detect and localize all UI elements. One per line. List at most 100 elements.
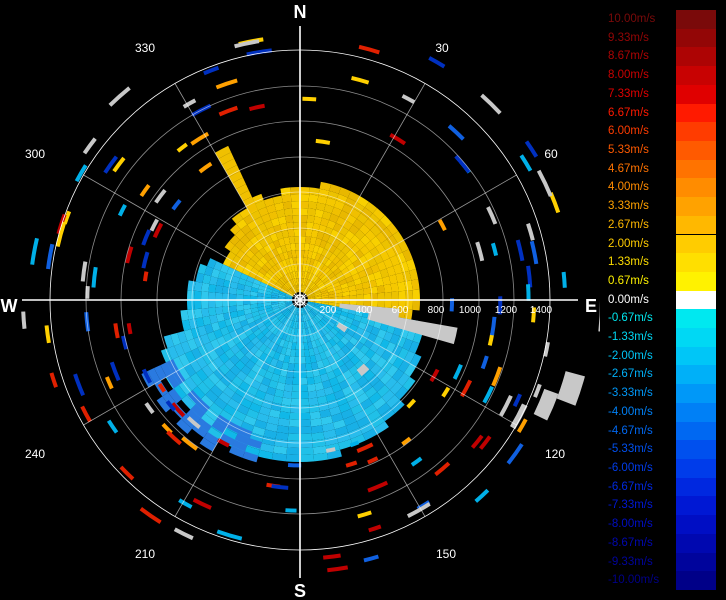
azimuth-spoke bbox=[174, 83, 301, 301]
echo-cell bbox=[268, 349, 276, 359]
echo-cell bbox=[353, 202, 365, 214]
echo-cell bbox=[327, 355, 336, 365]
legend-label: -3.33m/s bbox=[608, 387, 653, 400]
echo-cell bbox=[302, 314, 306, 322]
echo-cell bbox=[365, 359, 376, 371]
echo-cell bbox=[285, 319, 291, 327]
echo-cell bbox=[296, 314, 299, 322]
speckle-echo bbox=[80, 261, 88, 282]
echo-cell bbox=[375, 278, 384, 287]
zero-velocity-cell bbox=[510, 403, 528, 430]
speckle-echo bbox=[357, 510, 372, 519]
echo-cell bbox=[352, 218, 364, 230]
echo-cell bbox=[263, 338, 272, 347]
echo-cell bbox=[250, 325, 260, 333]
legend-swatch bbox=[676, 47, 716, 67]
echo-cell bbox=[353, 314, 362, 322]
echo-cell bbox=[209, 276, 218, 286]
echo-cell bbox=[301, 321, 306, 329]
echo-cell bbox=[324, 226, 333, 236]
echo-cell bbox=[256, 332, 265, 341]
echo-cell bbox=[243, 295, 251, 300]
echo-cell bbox=[233, 269, 242, 279]
echo-cell bbox=[397, 281, 406, 292]
echo-cell bbox=[268, 241, 276, 251]
echo-cell bbox=[311, 251, 318, 260]
speckle-echo bbox=[447, 124, 465, 141]
echo-cell bbox=[289, 412, 300, 420]
echo-cell bbox=[210, 338, 221, 350]
echo-cell bbox=[305, 328, 310, 336]
speckle-echo bbox=[126, 323, 133, 335]
echo-cell bbox=[211, 321, 221, 332]
echo-cell bbox=[336, 250, 346, 260]
speckle-echo bbox=[515, 239, 525, 262]
echo-cell bbox=[213, 329, 223, 339]
echo-cell bbox=[320, 217, 330, 227]
echo-cell bbox=[291, 208, 300, 216]
echo-cell bbox=[200, 413, 216, 427]
echo-cell bbox=[290, 187, 300, 195]
echo-cell bbox=[291, 201, 300, 209]
echo-cell bbox=[314, 323, 321, 332]
echo-cell bbox=[271, 290, 280, 295]
echo-cell bbox=[329, 377, 339, 387]
echo-cell bbox=[365, 240, 376, 252]
echo-cell bbox=[264, 370, 274, 380]
speckle-layer bbox=[21, 37, 567, 573]
echo-cell bbox=[280, 404, 291, 413]
echo-cell bbox=[281, 230, 289, 239]
echo-cell bbox=[356, 392, 369, 404]
echo-cell bbox=[208, 291, 216, 300]
echo-cell bbox=[236, 218, 248, 230]
echo-cell bbox=[293, 285, 298, 293]
speckle-echo bbox=[441, 386, 451, 398]
speckle-echo bbox=[548, 192, 561, 214]
echo-cell bbox=[355, 283, 364, 291]
echo-cell bbox=[236, 403, 250, 416]
echo-cell bbox=[239, 234, 250, 245]
echo-cell bbox=[300, 229, 307, 237]
velocity-color-legend: 10.00m/s 9.33m/s 8.67m/s 8.00m/s 7.33m/s 6.67… bbox=[608, 10, 716, 590]
echo-cell bbox=[376, 285, 385, 294]
ppi-plot[interactable]: N S E W 30 60 120 150 210 240 300 330 20… bbox=[0, 0, 600, 600]
speckle-echo bbox=[141, 368, 153, 384]
echo-cell bbox=[307, 272, 313, 281]
echo-cell bbox=[404, 363, 417, 377]
echo-cell bbox=[342, 369, 353, 380]
echo-cell bbox=[398, 300, 406, 310]
echo-cell bbox=[328, 338, 337, 347]
echo-cell bbox=[381, 227, 393, 240]
echo-cell bbox=[258, 343, 268, 353]
echo-cell bbox=[275, 345, 283, 354]
echo-cell bbox=[284, 310, 291, 317]
echo-cell bbox=[381, 389, 395, 403]
speckle-echo bbox=[475, 241, 485, 262]
echo-cell bbox=[363, 404, 377, 417]
echo-cell bbox=[236, 370, 248, 382]
echo-cell bbox=[294, 307, 298, 315]
echo-cell bbox=[332, 256, 341, 265]
echo-cell bbox=[375, 231, 387, 244]
echo-cell bbox=[266, 284, 274, 291]
echo-cell bbox=[247, 369, 258, 380]
echo-cell bbox=[313, 216, 322, 225]
echo-cell bbox=[250, 210, 262, 221]
echo-cell bbox=[227, 381, 240, 393]
echo-cell bbox=[382, 276, 391, 286]
echo-cell bbox=[386, 222, 399, 236]
echo-cell bbox=[290, 264, 295, 272]
speckle-echo bbox=[139, 507, 162, 525]
echo-cell bbox=[282, 267, 288, 275]
echo-cell bbox=[239, 319, 249, 328]
speckle-echo bbox=[474, 488, 490, 503]
echo-cell bbox=[312, 346, 320, 356]
echo-cell bbox=[389, 333, 400, 345]
echo-cell bbox=[276, 382, 286, 391]
echo-cell bbox=[325, 312, 333, 318]
echo-cell bbox=[310, 309, 317, 316]
echo-cell bbox=[229, 416, 244, 428]
echo-cell bbox=[336, 241, 346, 251]
echo-cell bbox=[346, 263, 356, 272]
legend-swatch bbox=[676, 140, 716, 160]
